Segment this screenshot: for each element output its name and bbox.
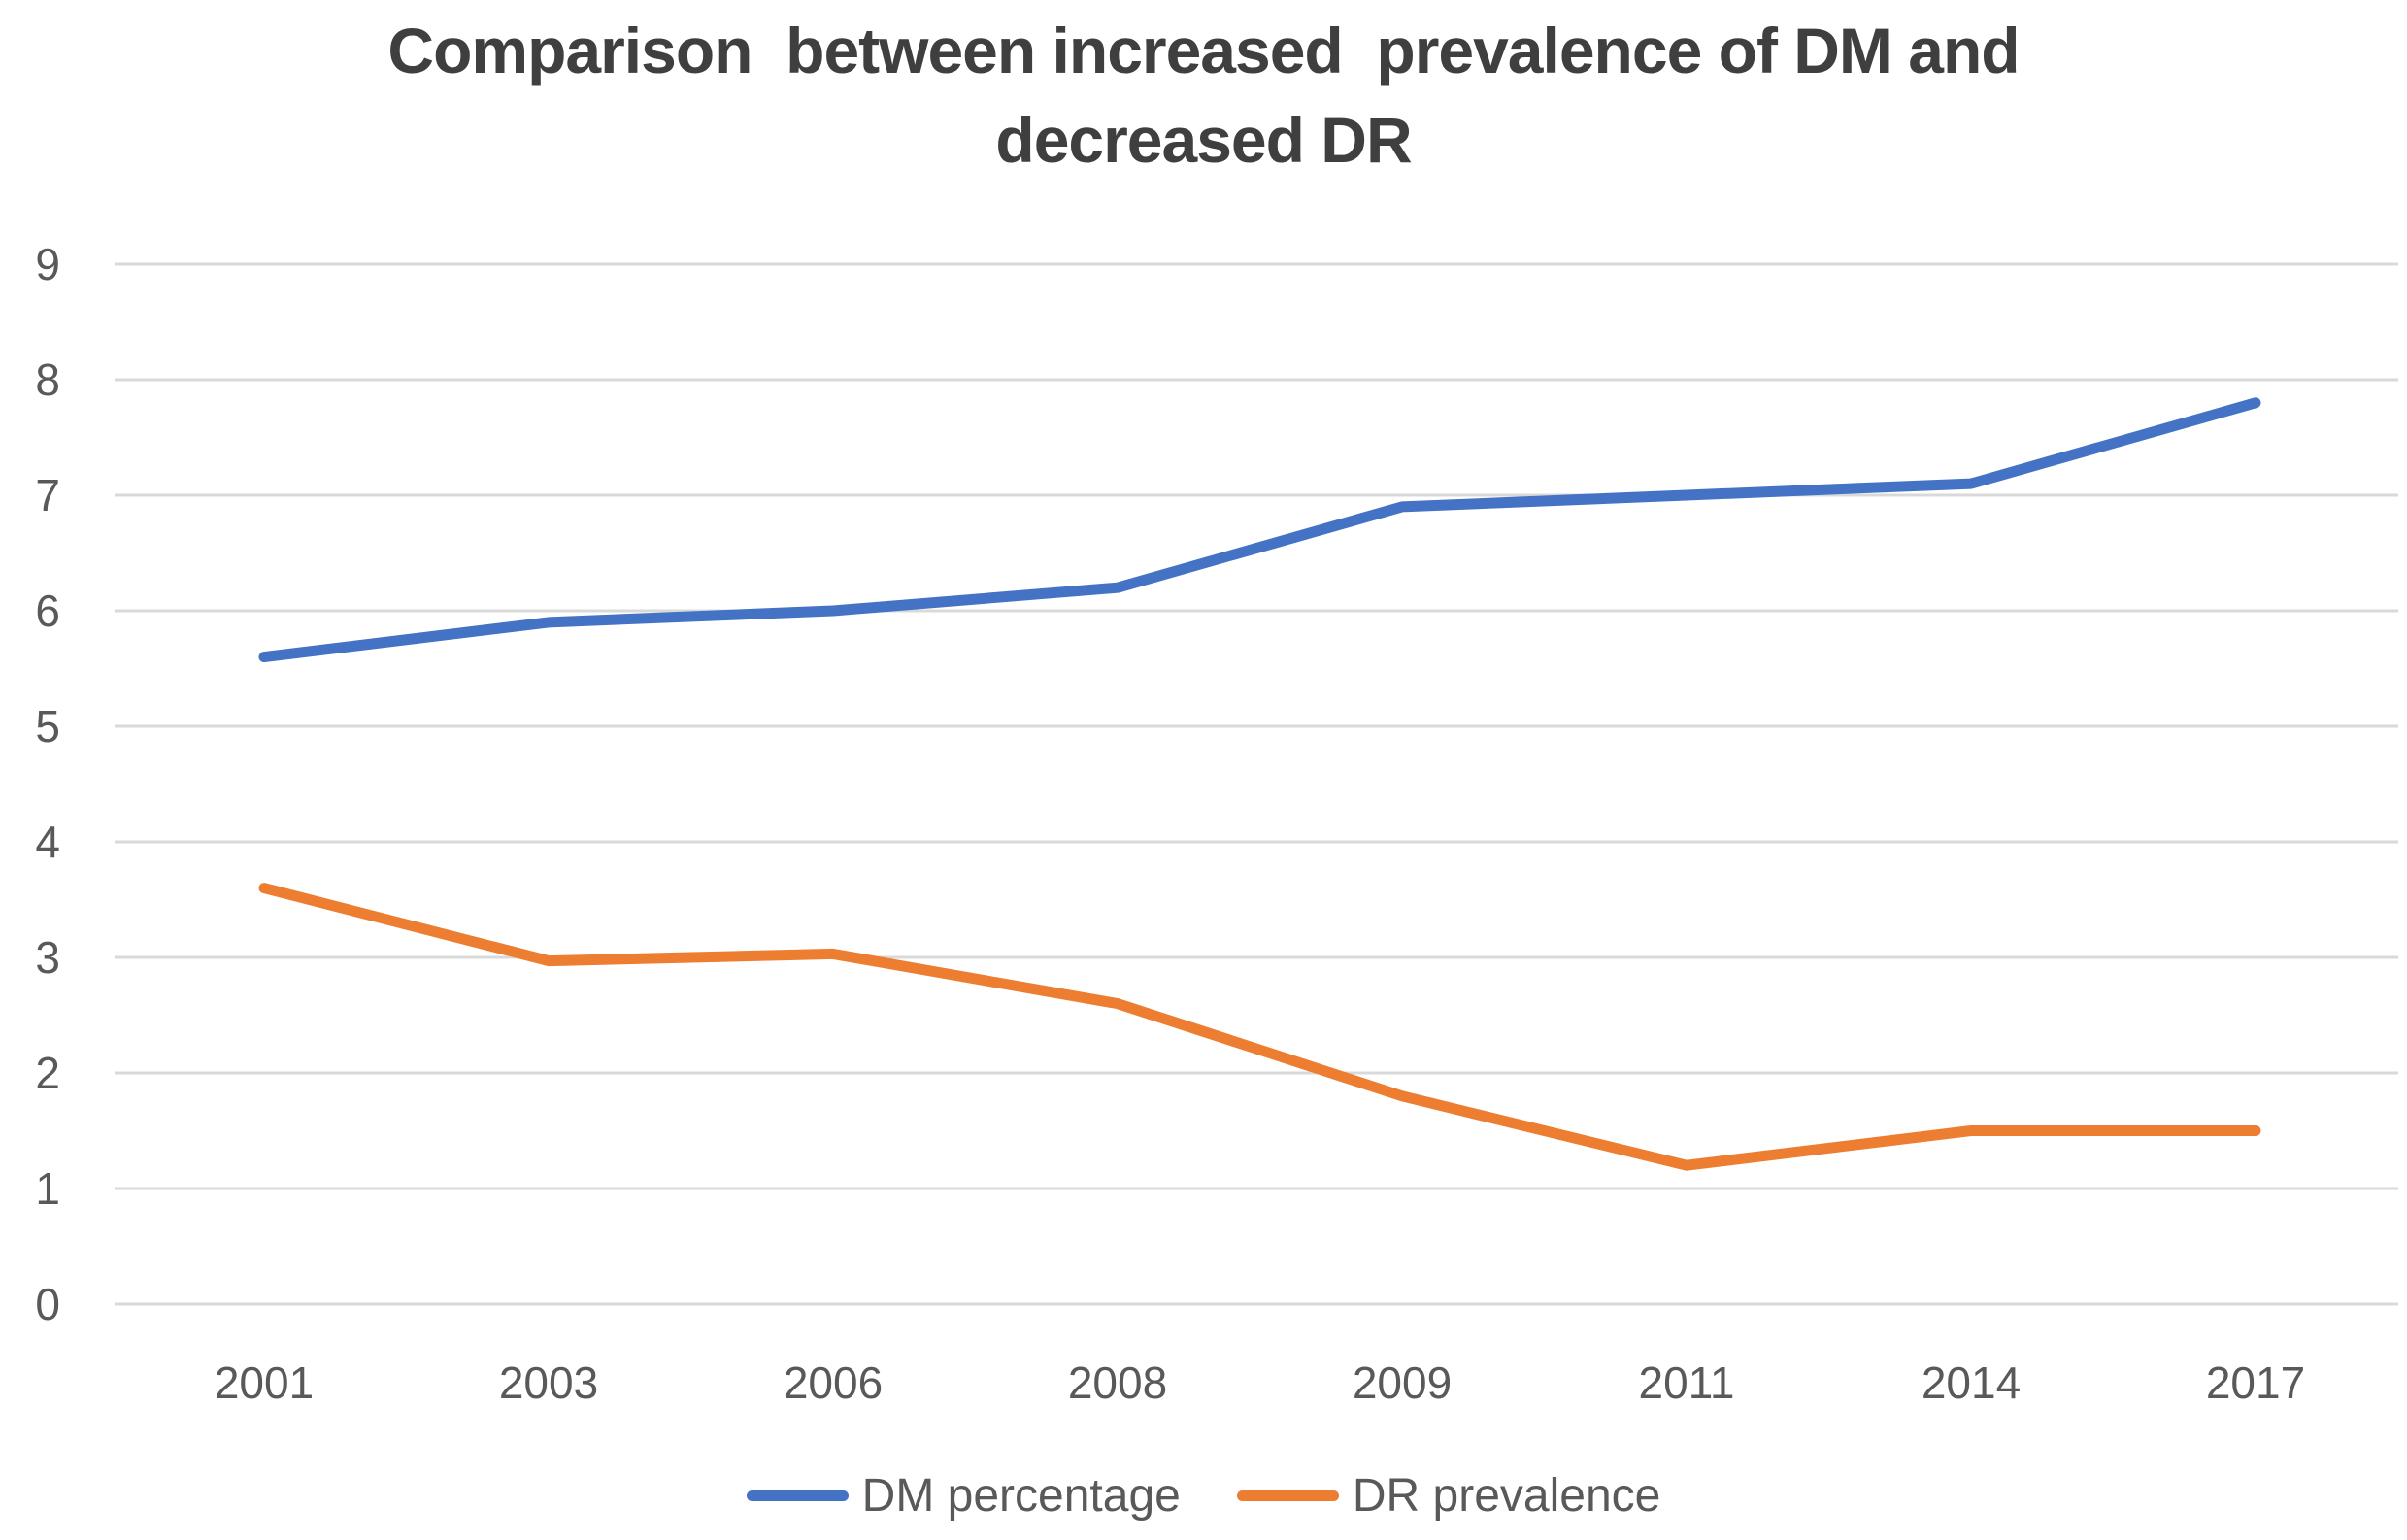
y-axis-tick-label-9: 9 [35, 239, 60, 289]
y-axis-tick-label-8: 8 [35, 354, 60, 405]
x-axis-tick-label-2003: 2003 [498, 1357, 599, 1408]
dr-prevalence-line [258, 883, 2261, 1171]
dr-line-swatch-icon [1236, 1490, 1339, 1501]
x-axis-tick-label-2008: 2008 [1067, 1357, 1168, 1408]
y-axis-tick-label-2: 2 [35, 1048, 60, 1098]
legend-item-dr: DR prevalence [1236, 1469, 1661, 1523]
y-axis-tick-label-6: 6 [35, 586, 60, 636]
dm-line-swatch-icon [746, 1490, 849, 1501]
x-axis-tick-label-2009: 2009 [1352, 1357, 1453, 1408]
legend-label-dm: DM percentage [861, 1470, 1181, 1522]
legend-item-dm: DM percentage [746, 1469, 1181, 1523]
y-axis-tick-label-3: 3 [35, 932, 60, 983]
x-axis-tick-label-2001: 2001 [214, 1357, 315, 1408]
y-axis-tick-label-7: 7 [35, 470, 60, 520]
legend: DM percentage DR prevalence [0, 1469, 2407, 1523]
y-axis-tick-label-1: 1 [35, 1163, 60, 1214]
chart-title: Comparison between increased prevalence … [0, 6, 2407, 184]
x-axis-tick-label-2014: 2014 [1921, 1357, 2022, 1408]
dm-percentage-line [258, 397, 2261, 663]
chart-title-line2: decreased DR [995, 104, 1412, 176]
x-axis-tick-label-2006: 2006 [783, 1357, 884, 1408]
chart-title-line1: Comparison between increased prevalence … [387, 15, 2020, 86]
x-axis-tick-label-2017: 2017 [2205, 1357, 2306, 1408]
y-axis-tick-label-0: 0 [35, 1279, 60, 1329]
y-axis-tick-label-4: 4 [35, 817, 60, 867]
x-axis-tick-label-2011: 2011 [1638, 1357, 1735, 1408]
y-axis-tick-label-5: 5 [35, 701, 60, 752]
legend-label-dr: DR prevalence [1352, 1470, 1661, 1522]
